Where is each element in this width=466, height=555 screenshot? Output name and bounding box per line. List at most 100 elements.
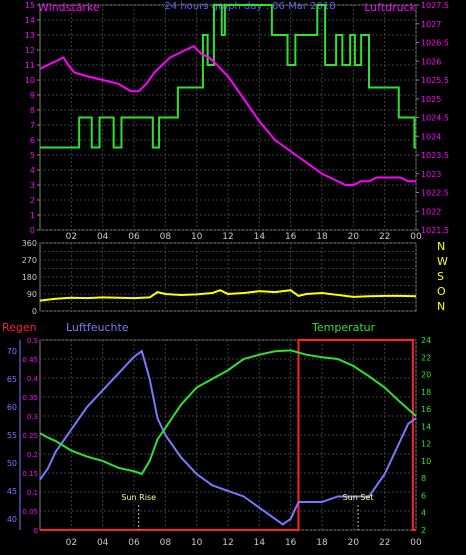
temperature-tick: 10 [421, 457, 431, 466]
x-tick-label: 06 [128, 538, 140, 548]
x-tick-label: 22 [379, 232, 390, 242]
humidity-tick: 55 [7, 431, 17, 440]
rain-tick: 0.5 [27, 337, 38, 345]
humidity-axis-title: Luftfeuchte [66, 321, 129, 334]
pressure-axis-title: Luftdruck [364, 1, 416, 14]
rain-tick: 0.35 [22, 394, 38, 402]
x-tick-label: 10 [191, 538, 203, 548]
direction-degree-tick: 0 [32, 307, 37, 316]
temperature-tick: 6 [421, 491, 426, 500]
compass-letter: W [437, 255, 448, 268]
wind-pressure-grid [40, 4, 417, 231]
climate-series [39, 339, 417, 531]
temperature-tick: 22 [421, 353, 431, 362]
wind-tick: 15 [25, 1, 35, 10]
x-tick-label: 08 [160, 232, 172, 242]
x-tick-label: 10 [191, 232, 203, 242]
pressure-tick: 1023 [421, 170, 441, 179]
humidity-tick: 65 [7, 375, 17, 384]
x-tick-label: 08 [160, 538, 172, 548]
rain-tick: 0.15 [22, 470, 38, 478]
wind-tick: 4 [30, 166, 35, 175]
rain-tick: 0.3 [27, 413, 38, 421]
pressure-tick: 1022.5 [421, 189, 449, 198]
temperature-axis-title: Temperatur [311, 321, 376, 334]
compass-letter: O [437, 285, 446, 298]
rain-tick: 0.25 [22, 432, 38, 440]
x-tick-label: 20 [348, 232, 360, 242]
pressure-tick: 1025.5 [421, 76, 449, 85]
humidity-tick: 40 [7, 515, 17, 524]
pressure-tick: 1025 [421, 95, 441, 104]
wind-pressure-series [39, 4, 417, 186]
direction-grid [40, 242, 417, 312]
x-tick-label: 06 [128, 232, 140, 242]
temperature-tick: 8 [421, 474, 426, 483]
x-tick-label: 16 [285, 538, 297, 548]
pressure-tick: 1021.5 [421, 226, 449, 235]
x-tick-label: 04 [97, 232, 109, 242]
direction-degree-tick: 180 [22, 273, 37, 282]
wind-tick: 6 [30, 136, 35, 145]
pressure-tick: 1024.5 [421, 114, 449, 123]
wind-tick: 3 [30, 181, 35, 190]
wind-tick: 13 [25, 31, 35, 40]
x-tick-label: 14 [254, 538, 266, 548]
humidity-tick: 45 [7, 487, 17, 496]
direction-line [39, 289, 417, 302]
wind-tick: 0 [30, 226, 35, 235]
humidity-tick: 70 [7, 347, 17, 356]
pressure-tick: 1027 [421, 20, 441, 29]
wind-tick: 5 [30, 151, 35, 160]
humidity-tick: 50 [7, 459, 17, 468]
temperature-tick: 18 [421, 388, 431, 397]
wind-tick: 14 [25, 16, 35, 25]
x-tick-label: 04 [97, 538, 109, 548]
pressure-tick: 1022 [421, 207, 441, 216]
sun-label: Sun Set [343, 493, 374, 502]
x-tick-label: 02 [66, 232, 77, 242]
x-tick-label: 18 [316, 538, 328, 548]
compass-letter: N [437, 300, 445, 313]
temperature-tick: 4 [421, 509, 426, 518]
direction-series [39, 289, 417, 302]
direction-degree-tick: 360 [22, 239, 37, 248]
pressure-line [39, 45, 416, 186]
temperature-tick: 14 [421, 422, 431, 431]
graph-title: 24 hours graph day : 06 Mar 2018 [164, 1, 335, 12]
x-tick-label: 22 [379, 538, 390, 548]
wind-tick: 10 [25, 76, 35, 85]
rain-axis-title: Regen [2, 321, 37, 334]
x-tick-label: 12 [222, 538, 233, 548]
wind-tick: 11 [25, 61, 35, 70]
sun-label: Sun Rise [121, 493, 156, 502]
humidity-tick-labels: 40 45 50 55 60 65 70 [7, 340, 21, 530]
top-x-tick-labels: 02 04 06 08 10 12 14 16 18 20 22 00 [66, 232, 422, 242]
temperature-tick: 20 [421, 371, 431, 380]
temperature-tick: 24 [421, 336, 431, 345]
wind-axis-title: Windstärke [38, 1, 100, 14]
wind-tick: 9 [30, 91, 35, 100]
bottom-x-tick-labels: 02 04 06 08 10 12 14 16 18 20 22 00 [66, 538, 422, 548]
rain-tick: 0.4 [27, 375, 39, 383]
rain-line [40, 339, 416, 531]
compass-letter: N [437, 240, 445, 253]
rain-tick: 0.05 [22, 508, 38, 516]
x-tick-label: 00 [410, 538, 422, 548]
direction-degree-tick: 90 [27, 290, 37, 299]
wind-tick: 12 [25, 46, 35, 55]
x-tick-label: 12 [222, 232, 233, 242]
pressure-tick: 1027.5 [421, 1, 449, 10]
x-tick-label: 20 [348, 538, 360, 548]
rain-tick: 0 [34, 527, 38, 535]
x-tick-label: 16 [285, 232, 297, 242]
pressure-tick: 1026.5 [421, 39, 449, 48]
pressure-tick: 1026 [421, 57, 441, 66]
humidity-tick: 60 [7, 403, 17, 412]
compass-letter: S [437, 270, 444, 283]
wind-line [40, 4, 416, 149]
wind-tick: 1 [30, 211, 35, 220]
